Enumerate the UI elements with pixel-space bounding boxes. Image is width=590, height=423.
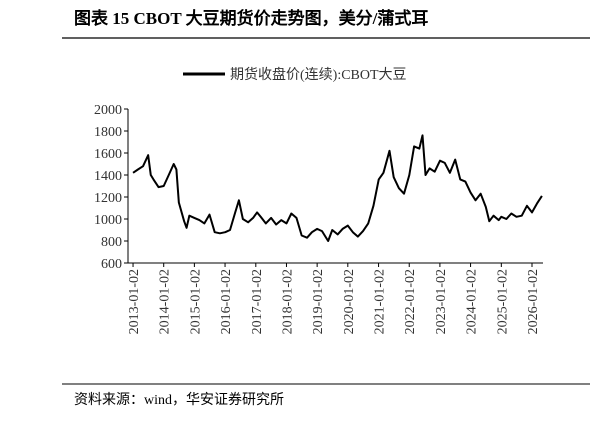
x-tick-label: 2020-01-02 [342,269,357,334]
chart-title: 图表 15 CBOT 大豆期货价走势图，美分/蒲式耳 [74,8,428,28]
y-tick-label: 800 [101,235,122,250]
x-tick-label: 2026-01-02 [526,269,541,334]
x-tick-label: 2022-01-02 [403,269,418,334]
x-tick-label: 2021-01-02 [373,269,388,334]
x-tick-label: 2014-01-02 [158,269,173,334]
y-tick-label: 600 [101,257,122,272]
x-tick-label: 2013-01-02 [127,269,142,334]
source: 资料来源：wind，华安证券研究所 [74,392,284,408]
x-tick-label: 2019-01-02 [311,269,326,334]
x-tick-label: 2025-01-02 [495,269,510,334]
y-tick-label: 1600 [94,147,122,162]
y-tick-label: 1400 [94,169,122,184]
x-tick-label: 2024-01-02 [465,269,480,334]
x-tick-label: 2016-01-02 [219,269,234,334]
x-tick-label: 2015-01-02 [188,269,203,334]
legend-label: 期货收盘价(连续):CBOT大豆 [230,66,407,83]
x-tick-label: 2018-01-02 [280,269,295,334]
y-tick-label: 1000 [94,213,122,228]
y-tick-label: 2000 [94,103,122,118]
y-tick-label: 1800 [94,125,122,140]
line-series [132,134,543,242]
x-tick-label: 2023-01-02 [434,269,449,334]
y-tick-label: 1200 [94,191,122,206]
x-tick-label: 2017-01-02 [250,269,265,334]
